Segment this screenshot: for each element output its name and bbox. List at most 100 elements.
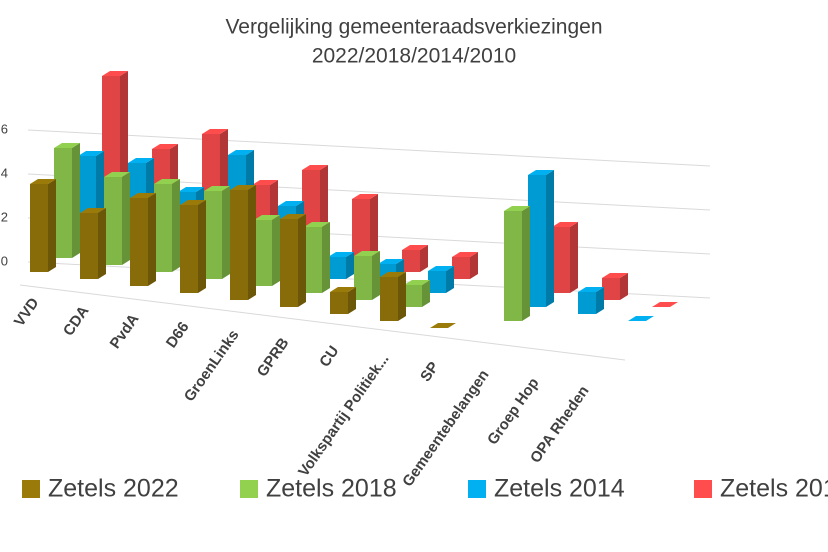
- legend-label: Zetels 2022: [48, 475, 179, 503]
- bar-top: [330, 287, 356, 292]
- x-tick-label: OPA Rheden: [527, 383, 593, 466]
- bar-side: [546, 170, 554, 307]
- bar-side: [348, 287, 356, 314]
- bar: [130, 198, 148, 286]
- bar-top: [254, 215, 280, 220]
- bar: [104, 177, 122, 265]
- bar: [330, 292, 348, 314]
- bar-side: [72, 143, 80, 258]
- bar-top: [404, 280, 430, 285]
- bar-top: [328, 252, 354, 257]
- bar-top: [78, 151, 104, 156]
- x-tick-label: CU: [316, 343, 342, 371]
- bar: [154, 184, 172, 272]
- bar-side: [370, 194, 378, 265]
- x-tick-label: D66: [163, 319, 193, 351]
- bar-top: [280, 214, 306, 219]
- bar-side: [596, 287, 604, 314]
- chart-title: Vergelijking gemeenteraadsverkiezingen: [225, 16, 602, 39]
- bar-top: [304, 222, 330, 227]
- x-tick-label: PvdA: [107, 311, 143, 352]
- bar-side: [570, 222, 578, 293]
- y-tick-label: 6: [1, 121, 8, 136]
- legend-label: Zetels 2018: [266, 475, 397, 503]
- bar: [280, 219, 298, 307]
- bar-top: [130, 193, 156, 198]
- bar-top: [102, 71, 128, 76]
- bar-top: [54, 143, 80, 148]
- bar-side: [446, 266, 454, 293]
- bar: [254, 220, 272, 286]
- bar-side: [470, 252, 478, 279]
- bar: [578, 292, 596, 314]
- bar-top: [228, 150, 254, 155]
- bar-side: [122, 172, 130, 265]
- bar-side: [422, 280, 430, 307]
- bar: [54, 148, 72, 258]
- bar: [304, 227, 322, 293]
- bar-top: [652, 302, 678, 307]
- bar-side: [420, 245, 428, 272]
- bar: [528, 175, 546, 307]
- bar-top: [378, 259, 404, 264]
- x-tick-label: CDA: [60, 303, 93, 340]
- legend-swatch: [468, 480, 486, 498]
- bar-top: [352, 194, 378, 199]
- chart-title: 2022/2018/2014/2010: [312, 45, 516, 68]
- x-tick-label: Volkspartij Politiek...: [295, 351, 392, 480]
- bar-side: [322, 222, 330, 293]
- x-tick-label: GPRB: [254, 335, 293, 380]
- bar-top: [30, 179, 56, 184]
- bar-side: [398, 272, 406, 321]
- legend-swatch: [240, 480, 258, 498]
- bar: [504, 211, 522, 321]
- bar-top: [528, 170, 554, 175]
- bar: [30, 184, 48, 272]
- bar-top: [128, 158, 154, 163]
- bar-top: [552, 222, 578, 227]
- y-tick-label: 0: [1, 253, 8, 268]
- x-tick-label: Gemeentebelangen: [399, 367, 492, 490]
- bar: [180, 205, 198, 293]
- bar-side: [98, 208, 106, 279]
- bar-side: [198, 200, 206, 293]
- bar-top: [430, 323, 456, 328]
- bar-side: [620, 273, 628, 300]
- grid-line: [27, 129, 711, 167]
- bar-top: [104, 172, 130, 177]
- bar-top: [354, 251, 380, 256]
- bar: [402, 250, 420, 272]
- bar: [404, 285, 422, 307]
- bar-top: [428, 266, 454, 271]
- legend-swatch: [22, 480, 40, 498]
- bar-top: [380, 272, 406, 277]
- bar-side: [522, 206, 530, 321]
- bar-top: [628, 316, 654, 321]
- bar-top: [154, 179, 180, 184]
- bar-top: [278, 201, 304, 206]
- bar: [204, 191, 222, 279]
- legend-swatch: [694, 480, 712, 498]
- bar-top: [180, 200, 206, 205]
- bar: [328, 257, 346, 279]
- bar: [80, 213, 98, 279]
- bar-top: [204, 186, 230, 191]
- bar: [428, 271, 446, 293]
- x-tick-label: GroenLinks: [181, 327, 243, 405]
- bar-top: [504, 206, 530, 211]
- bar-side: [248, 185, 256, 300]
- bar: [230, 190, 248, 300]
- bar: [552, 227, 570, 293]
- bar-top: [230, 185, 256, 190]
- bar-top: [80, 208, 106, 213]
- bar: [380, 277, 398, 321]
- legend-label: Zetels 2010: [720, 475, 828, 503]
- bar-top: [178, 187, 204, 192]
- bar-side: [346, 252, 354, 279]
- x-tick-label: VVD: [11, 295, 43, 330]
- bar-top: [578, 287, 604, 292]
- y-tick-label: 2: [1, 209, 8, 224]
- bar-side: [48, 179, 56, 272]
- bar: [352, 199, 370, 265]
